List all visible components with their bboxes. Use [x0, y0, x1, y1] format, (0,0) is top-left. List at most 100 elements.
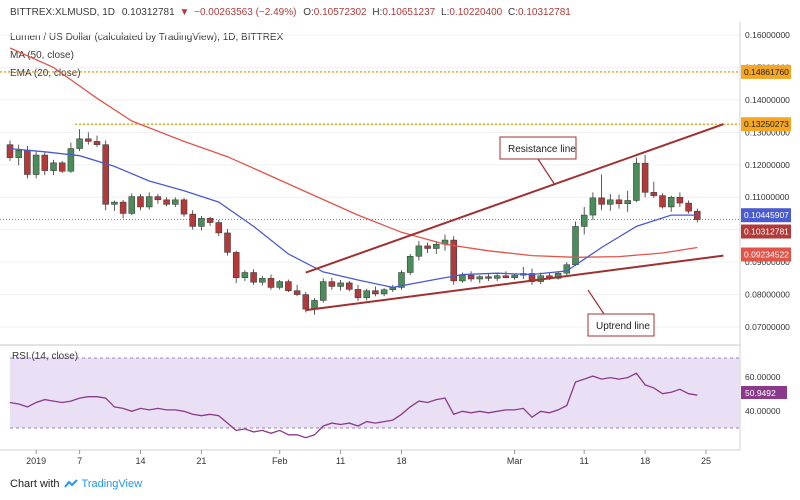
- resistance-label: Resistance line: [508, 144, 576, 155]
- candle-body: [624, 200, 631, 204]
- price-tag-last-value: 0.10312781: [744, 227, 789, 237]
- candle-body: [641, 162, 649, 193]
- high-value: 0.10651237: [382, 7, 435, 18]
- svg-text:BITTREX:XLMUSD, 1D 0.10312: BITTREX:XLMUSD, 1D 0.10312781 ▼ −0.00263…: [10, 7, 571, 18]
- rsi-band: [10, 358, 740, 428]
- candle-body: [41, 154, 49, 171]
- close-value: 0.10312781: [518, 7, 571, 18]
- rsi-tag-value: 50.9492: [745, 388, 776, 398]
- price-tag-ema: [741, 208, 791, 223]
- candle-body: [415, 245, 423, 257]
- resistance-annotation: Resistance line: [499, 136, 577, 186]
- candle-body: [424, 245, 431, 249]
- change-value: −0.00263563 (−2.49%): [194, 7, 296, 18]
- time-tick-label: Mar: [507, 456, 523, 466]
- trend-lines[interactable]: [305, 123, 724, 312]
- time-tick-label: 25: [701, 456, 711, 466]
- ma-legend[interactable]: MA (50, close): [10, 50, 74, 61]
- candle-body: [145, 196, 153, 208]
- resistance-trend-line[interactable]: [305, 123, 724, 274]
- footer-brand: TradingView: [81, 478, 143, 490]
- candle-body: [85, 138, 92, 142]
- chart-subtitle: Lumen / US Dollar (calculated by Trading…: [10, 32, 284, 43]
- price-tag-level_high: [741, 64, 791, 79]
- price-tag-ema-value: 0.10445907: [744, 210, 789, 220]
- candle-body: [467, 274, 475, 280]
- candle-body: [667, 196, 675, 208]
- down-arrow-icon: ▼: [179, 7, 189, 18]
- price-tick-label: 0.09000000: [745, 257, 790, 267]
- candle-body: [111, 201, 118, 205]
- candle-body: [285, 281, 292, 291]
- ema20-line: [9, 147, 698, 289]
- candle-body: [319, 281, 327, 301]
- rsi-tag-box: [741, 386, 787, 399]
- candle-body: [215, 222, 223, 234]
- uptrend-annotation: Uptrend line: [587, 289, 655, 337]
- footer-attribution[interactable]: Chart with TradingView: [10, 478, 142, 490]
- candle-body: [433, 244, 440, 249]
- candle-body: [459, 274, 466, 282]
- candle-body: [128, 196, 136, 214]
- candle-body: [633, 162, 640, 201]
- price-tags: 0.14861760 0.13250273 0.10445907 0.10312781…: [741, 64, 791, 262]
- price-tick-label: 0.14000000: [745, 95, 790, 105]
- price-tag-level_low-value: 0.13250273: [744, 119, 789, 129]
- symbol-label: BITTREX:XLMUSD, 1D: [10, 7, 115, 18]
- candle-body: [493, 275, 501, 279]
- candle-body: [276, 281, 283, 288]
- candle-body: [406, 256, 414, 273]
- candle-body: [198, 218, 205, 227]
- candle-body: [267, 278, 275, 288]
- candle-body: [372, 290, 379, 295]
- rsi-value-tag: 50.9492: [741, 386, 787, 399]
- candle-body: [224, 232, 231, 253]
- candle-body: [189, 213, 196, 227]
- candle-body: [580, 214, 588, 227]
- ma50-line: [9, 47, 698, 258]
- time-axis[interactable]: 2019 7 14 21 Feb 11 18 Mar 11 18 25: [26, 450, 711, 466]
- rsi-tick-60: 60.00000: [745, 372, 781, 382]
- time-tick-label: 2019: [26, 456, 46, 466]
- uptrend-callout-box: [587, 313, 655, 337]
- last-price: 0.10312781: [122, 7, 175, 18]
- ema-legend[interactable]: EMA (20, close): [10, 68, 81, 79]
- time-tick-label: 7: [77, 456, 82, 466]
- candle-body: [685, 202, 692, 212]
- time-tick-label: 14: [135, 456, 145, 466]
- candle-body: [589, 197, 597, 216]
- time-tick-label: 18: [640, 456, 650, 466]
- footer-prefix: Chart with: [10, 478, 60, 490]
- candle-body: [398, 272, 405, 288]
- uptrend-trend-line[interactable]: [305, 254, 724, 312]
- price-tick-label: 0.08000000: [745, 290, 790, 300]
- candle-body: [76, 138, 83, 149]
- candle-body: [50, 162, 57, 171]
- moving-averages: [9, 47, 698, 289]
- candle-body: [554, 272, 562, 279]
- candle-body: [259, 278, 266, 283]
- candle-body: [24, 149, 31, 175]
- candle-body: [607, 199, 614, 205]
- open-label: O:: [303, 7, 314, 18]
- candle-body: [232, 252, 240, 278]
- price-tag-level_high-value: 0.14861760: [744, 67, 789, 77]
- price-tag-ma-value: 0.09234522: [744, 250, 789, 260]
- candle-body: [58, 162, 66, 172]
- candle-body: [598, 197, 605, 205]
- candle-body: [154, 196, 162, 201]
- uptrend-label: Uptrend line: [596, 321, 650, 332]
- price-tag-ma: [741, 247, 791, 262]
- candle-body: [241, 272, 249, 278]
- candle-body: [32, 154, 40, 175]
- rsi-tick-40: 40.00000: [745, 406, 781, 416]
- candle-body: [119, 201, 127, 214]
- uptrend-pointer: [587, 289, 605, 315]
- high-label: H:: [372, 7, 382, 18]
- candle-body: [15, 149, 22, 158]
- candle-body: [328, 281, 336, 287]
- candle-body: [6, 144, 14, 158]
- candle-body: [502, 275, 510, 278]
- price-tick-label: 0.11000000: [745, 192, 790, 202]
